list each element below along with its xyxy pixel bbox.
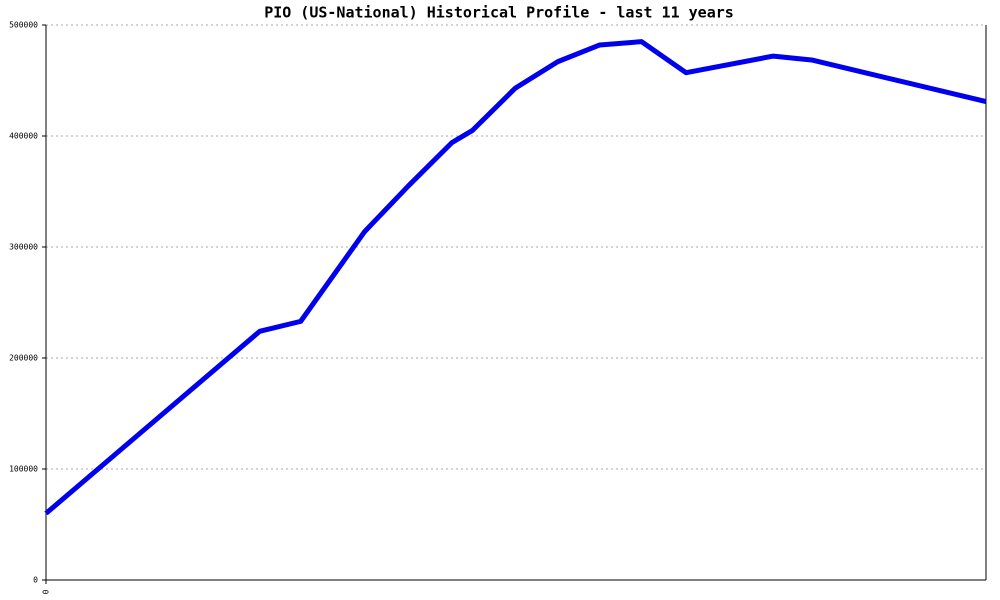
y-tick-label: 0 — [33, 576, 38, 585]
y-tick-label: 300000 — [9, 243, 38, 252]
chart-title: PIO (US-National) Historical Profile - l… — [264, 4, 734, 22]
y-tick-label: 200000 — [9, 354, 38, 363]
x-tick-label: 0 — [42, 589, 51, 594]
y-tick-label: 100000 — [9, 465, 38, 474]
y-tick-label: 400000 — [9, 132, 38, 141]
y-tick-label: 500000 — [9, 21, 38, 30]
data-line — [44, 39, 987, 516]
